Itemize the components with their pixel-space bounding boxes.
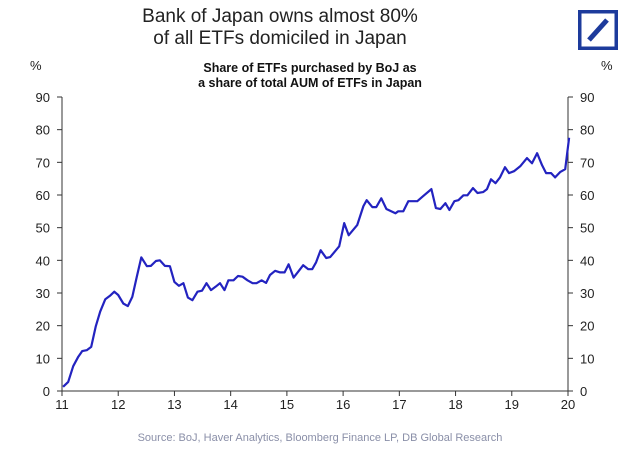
y-tick-label-right: 90 [580,90,594,105]
x-tick-label: 14 [223,397,237,412]
y-axis-left-unit: % [30,58,42,73]
y-axis-right-unit: % [601,58,613,73]
subtitle-line-1: Share of ETFs purchased by BoJ as [203,61,417,75]
x-tick-label: 12 [111,397,125,412]
y-tick-label-left: 10 [36,351,50,366]
title-line-2: of all ETFs domiciled in Japan [153,28,407,49]
x-tick-label: 20 [561,397,575,412]
y-tick-label-left: 70 [36,155,50,170]
y-tick-label-left: 60 [36,188,50,203]
title-line-1: Bank of Japan owns almost 80% [142,6,418,27]
y-tick-label-right: 0 [580,384,587,399]
y-tick-label-left: 0 [43,384,50,399]
x-tick-label: 11 [55,397,69,412]
y-tick-label-left: 20 [36,319,50,334]
x-tick-label: 16 [336,397,350,412]
y-tick-label-right: 40 [580,253,594,268]
y-tick-label-left: 80 [36,123,50,138]
y-tick-label-right: 30 [580,286,594,301]
data-line-boj-etf-share [62,137,571,388]
y-tick-label-right: 10 [580,351,594,366]
y-tick-label-left: 30 [36,286,50,301]
chart-title: Bank of Japan owns almost 80% of all ETF… [0,6,560,50]
chart-subtitle: Share of ETFs purchased by BoJ as a shar… [60,61,560,91]
y-tick-label-left: 40 [36,253,50,268]
x-tick-label: 13 [167,397,181,412]
x-tick-label: 19 [505,397,519,412]
y-tick-label-right: 50 [580,221,594,236]
x-tick-label: 17 [392,397,406,412]
y-tick-label-left: 50 [36,221,50,236]
y-tick-label-right: 70 [580,155,594,170]
y-tick-label-right: 20 [580,319,594,334]
deutsche-bank-logo [578,10,618,50]
source-note: Source: BoJ, Haver Analytics, Bloomberg … [137,432,503,444]
x-tick-label: 15 [280,397,294,412]
y-tick-label-right: 80 [580,123,594,138]
subtitle-line-2: a share of total AUM of ETFs in Japan [198,76,422,90]
y-tick-label-right: 60 [580,188,594,203]
y-tick-label-left: 90 [36,90,50,105]
x-tick-label: 18 [448,397,462,412]
